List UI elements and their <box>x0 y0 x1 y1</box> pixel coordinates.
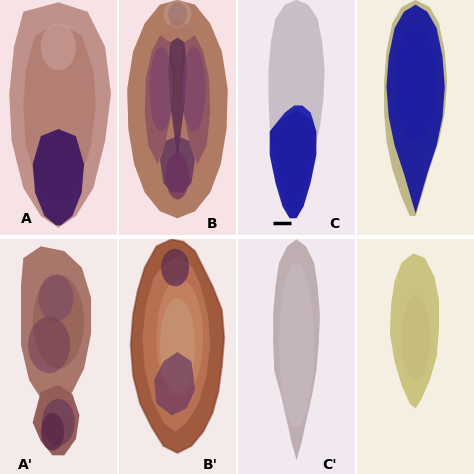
Ellipse shape <box>168 2 187 26</box>
Text: C: C <box>329 217 339 231</box>
Polygon shape <box>168 37 187 164</box>
Polygon shape <box>269 0 325 218</box>
Polygon shape <box>273 239 320 460</box>
Ellipse shape <box>182 47 205 131</box>
Polygon shape <box>131 239 224 453</box>
Polygon shape <box>145 35 175 164</box>
Polygon shape <box>131 239 224 453</box>
Polygon shape <box>9 2 111 228</box>
Ellipse shape <box>28 317 70 373</box>
Polygon shape <box>180 35 210 164</box>
Ellipse shape <box>166 153 189 200</box>
Ellipse shape <box>38 274 73 321</box>
Text: A: A <box>21 212 32 226</box>
Polygon shape <box>127 0 228 218</box>
Polygon shape <box>386 5 445 213</box>
Polygon shape <box>33 129 84 225</box>
Polygon shape <box>142 256 210 432</box>
Text: A': A' <box>18 458 33 472</box>
Polygon shape <box>273 239 320 460</box>
Polygon shape <box>145 19 210 192</box>
Ellipse shape <box>33 274 84 368</box>
Polygon shape <box>33 385 79 455</box>
Ellipse shape <box>41 24 76 71</box>
Ellipse shape <box>156 279 203 397</box>
Text: C': C' <box>322 458 337 472</box>
Ellipse shape <box>160 298 195 392</box>
Text: B': B' <box>203 458 218 472</box>
Text: B: B <box>207 217 217 231</box>
Polygon shape <box>154 352 195 415</box>
Ellipse shape <box>42 399 75 446</box>
Polygon shape <box>269 0 325 218</box>
Ellipse shape <box>279 263 314 427</box>
Polygon shape <box>160 136 195 192</box>
Ellipse shape <box>397 277 434 380</box>
Polygon shape <box>279 106 314 122</box>
Polygon shape <box>127 0 228 218</box>
Polygon shape <box>270 106 316 218</box>
Polygon shape <box>33 385 79 455</box>
Polygon shape <box>9 2 111 228</box>
Ellipse shape <box>401 296 429 380</box>
Polygon shape <box>390 254 439 408</box>
Polygon shape <box>384 0 447 216</box>
Polygon shape <box>21 246 91 408</box>
Polygon shape <box>23 24 96 202</box>
Ellipse shape <box>41 413 64 450</box>
Polygon shape <box>21 246 91 408</box>
Ellipse shape <box>161 249 189 286</box>
Ellipse shape <box>149 47 173 131</box>
Polygon shape <box>390 254 439 408</box>
Ellipse shape <box>395 24 437 141</box>
Ellipse shape <box>164 0 191 28</box>
